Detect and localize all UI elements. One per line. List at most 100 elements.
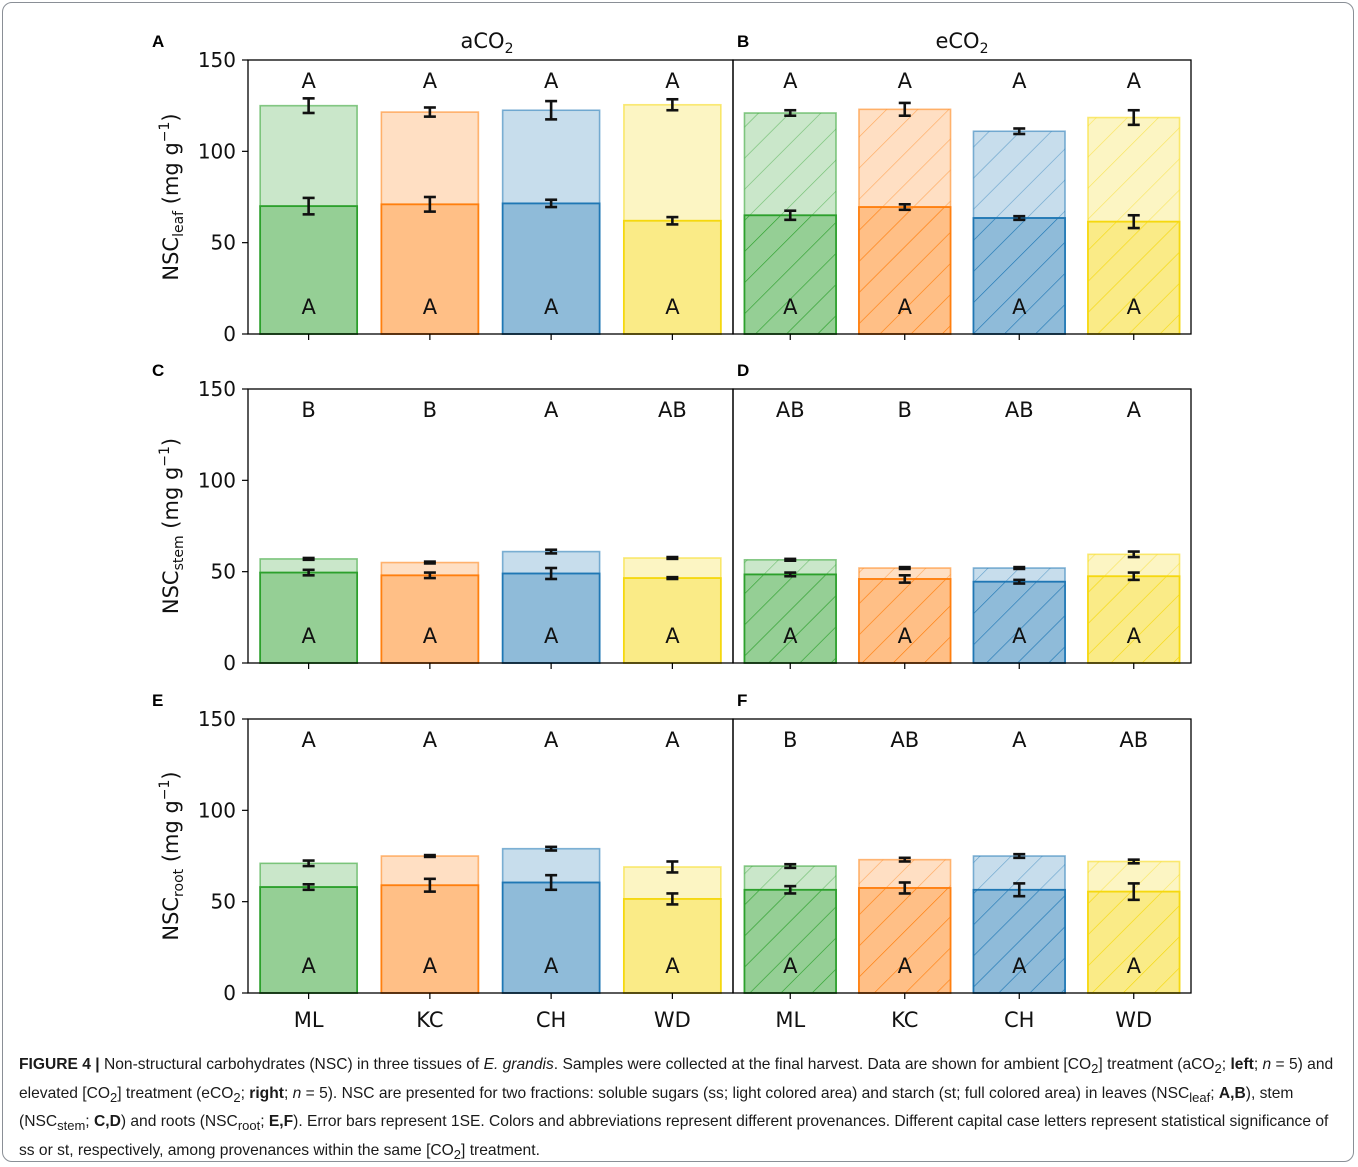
hatch-st-KC bbox=[858, 578, 951, 663]
bar-st-WD bbox=[622, 898, 722, 994]
y-tick-label: 0 bbox=[223, 981, 236, 1005]
bar-st-CH bbox=[501, 202, 601, 335]
st-letter-WD: A bbox=[665, 954, 680, 978]
error-bar-total-CH bbox=[1013, 852, 1026, 860]
error-bar-total-CH bbox=[1013, 565, 1026, 571]
panel-label: D bbox=[737, 361, 749, 380]
ss-letter-WD: AB bbox=[1119, 728, 1148, 752]
st-letter-CH: A bbox=[544, 954, 559, 978]
ss-letter-CH: A bbox=[1012, 69, 1027, 93]
y-tick-label: 150 bbox=[198, 707, 236, 731]
y-tick-label: 0 bbox=[223, 322, 236, 346]
st-letter-ML: A bbox=[783, 624, 798, 648]
bar-ss-WD bbox=[623, 103, 722, 222]
hatch-st-CH bbox=[973, 581, 1066, 663]
column-title: eCO2 bbox=[935, 29, 988, 57]
ss-letter-KC: B bbox=[423, 398, 437, 422]
error-bar-starch-WD bbox=[666, 575, 679, 581]
ss-letter-KC: A bbox=[898, 69, 913, 93]
error-bar-total-KC bbox=[423, 560, 436, 565]
y-axis-label: NSCleaf (mg g−1) bbox=[157, 113, 187, 280]
error-bar-starch-KC bbox=[423, 877, 436, 893]
st-letter-CH: A bbox=[1012, 624, 1027, 648]
error-bar-starch-ML bbox=[784, 571, 797, 578]
error-bar-total-KC bbox=[898, 856, 911, 863]
ss-letter-ML: A bbox=[783, 69, 798, 93]
error-bar-starch-ML bbox=[302, 196, 315, 216]
ss-letter-KC: AB bbox=[890, 728, 919, 752]
error-bar-total-ML bbox=[302, 97, 315, 115]
hatch-ss-ML bbox=[744, 866, 837, 890]
bar-st-WD bbox=[622, 219, 722, 335]
hatch-ss-WD bbox=[1087, 554, 1180, 577]
ss-letter-ML: AB bbox=[776, 398, 805, 422]
ss-letter-KC: A bbox=[423, 69, 438, 93]
error-bar-total-WD bbox=[666, 97, 679, 112]
bar-st-KC bbox=[380, 574, 480, 664]
panel-A: A A A A A A A A A 0 50 100 150 NSCleaf (mg g−1) aCO2 bbox=[152, 29, 734, 346]
error-bar-starch-KC bbox=[898, 203, 911, 212]
error-bar-total-ML bbox=[302, 556, 315, 562]
ss-letter-CH: A bbox=[544, 728, 559, 752]
y-tick-label: 50 bbox=[211, 231, 236, 255]
error-bar-total-KC bbox=[898, 101, 911, 118]
ss-letter-WD: A bbox=[1127, 398, 1142, 422]
st-letter-KC: A bbox=[898, 295, 913, 319]
error-bar-starch-WD bbox=[1127, 882, 1140, 902]
error-bar-starch-ML bbox=[784, 884, 797, 895]
ss-letter-WD: A bbox=[1127, 69, 1142, 93]
bar-st-ML bbox=[259, 205, 359, 335]
st-letter-ML: A bbox=[301, 954, 316, 978]
ss-letter-KC: B bbox=[898, 398, 912, 422]
y-tick-label: 0 bbox=[223, 651, 236, 675]
hatch-st-WD bbox=[1087, 891, 1180, 993]
st-letter-ML: A bbox=[301, 624, 316, 648]
error-bar-total-WD bbox=[666, 555, 679, 561]
hatch-ss-KC bbox=[858, 568, 951, 579]
panel-E: A A ML A A KC A A CH A A WD E 0 50 100 150 NSCroot (mg g−… bbox=[152, 691, 734, 1032]
st-letter-CH: A bbox=[544, 295, 559, 319]
error-bar-total-CH bbox=[545, 845, 558, 852]
y-axis-label: NSCroot (mg g−1) bbox=[157, 771, 187, 940]
y-tick-label: 50 bbox=[211, 560, 236, 584]
error-bar-starch-WD bbox=[1127, 571, 1140, 582]
bar-st-KC bbox=[380, 884, 480, 994]
st-letter-KC: A bbox=[423, 295, 438, 319]
error-bar-starch-CH bbox=[1013, 578, 1026, 585]
st-letter-CH: A bbox=[1012, 295, 1027, 319]
bar-st-CH bbox=[501, 572, 601, 664]
x-tick-label-WD: WD bbox=[1115, 1008, 1152, 1032]
error-bar-starch-CH bbox=[545, 873, 558, 892]
error-bar-total-WD bbox=[1127, 550, 1140, 559]
x-tick-label-CH: CH bbox=[1004, 1008, 1034, 1032]
st-letter-ML: A bbox=[783, 295, 798, 319]
ss-letter-WD: A bbox=[665, 728, 680, 752]
error-bar-starch-ML bbox=[302, 883, 315, 892]
x-tick-label-ML: ML bbox=[294, 1008, 324, 1032]
hatch-ss-ML bbox=[744, 112, 837, 216]
error-bar-starch-KC bbox=[423, 195, 436, 213]
ss-letter-CH: AB bbox=[1005, 398, 1034, 422]
bar-st-CH bbox=[501, 881, 601, 994]
ss-letter-ML: A bbox=[301, 728, 316, 752]
bar-ss-WD bbox=[623, 557, 722, 579]
hatch-st-KC bbox=[858, 887, 951, 993]
axes-frame bbox=[732, 718, 1192, 994]
hatch-st-KC bbox=[858, 207, 951, 334]
y-tick-label: 100 bbox=[198, 468, 236, 492]
figure-caption: FIGURE 4 | Non-structural carbohydrates … bbox=[19, 1056, 1334, 1162]
st-letter-WD: A bbox=[1127, 295, 1142, 319]
panel-label: F bbox=[737, 691, 747, 710]
x-tick-label-CH: CH bbox=[536, 1008, 566, 1032]
x-tick-label-KC: KC bbox=[891, 1008, 918, 1032]
y-tick-label: 100 bbox=[198, 798, 236, 822]
error-bar-total-ML bbox=[302, 859, 315, 868]
panel-label: E bbox=[152, 691, 163, 710]
figure-label: FIGURE 4 | bbox=[19, 1056, 100, 1073]
st-letter-KC: A bbox=[898, 954, 913, 978]
error-bar-starch-KC bbox=[898, 881, 911, 895]
hatch-st-CH bbox=[973, 889, 1066, 993]
st-letter-WD: A bbox=[1127, 954, 1142, 978]
st-letter-WD: A bbox=[665, 624, 680, 648]
